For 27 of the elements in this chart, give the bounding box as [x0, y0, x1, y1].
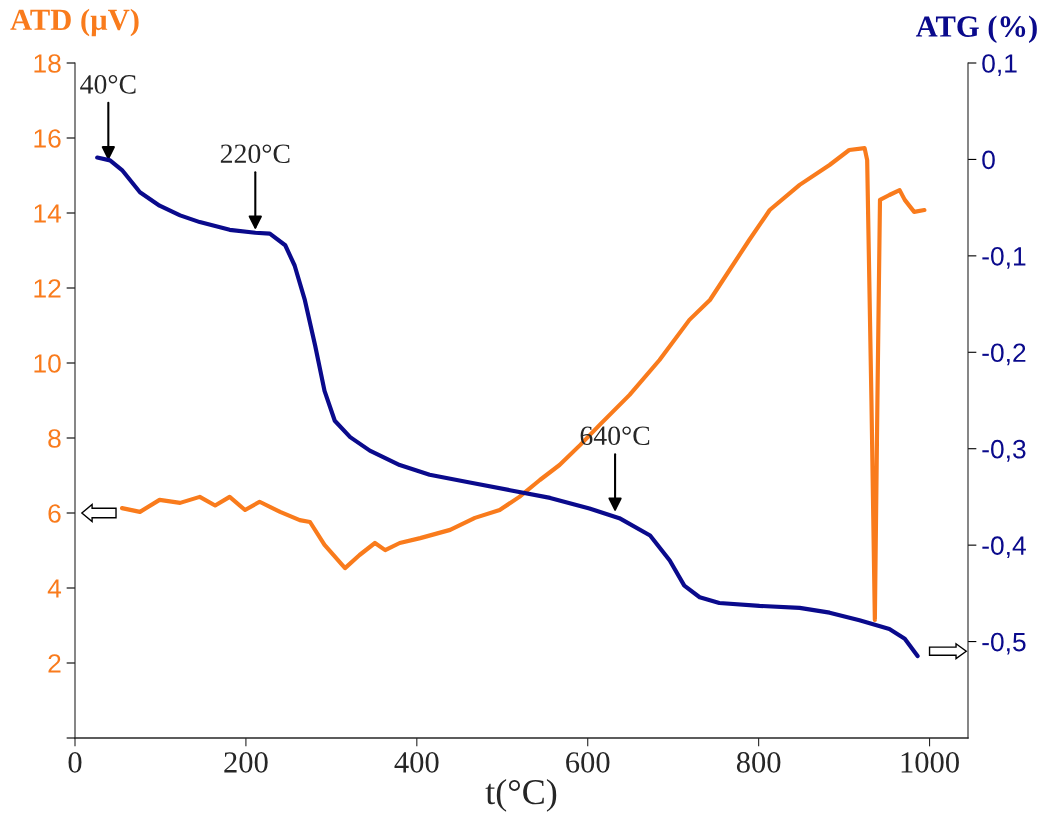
y2-tick-label: -0,2: [982, 343, 1026, 366]
y-tick-label: 14: [34, 204, 62, 223]
y-tick-label: 12: [34, 279, 61, 298]
x-tick-label: 600: [566, 752, 610, 773]
y2-tick-label: -0,4: [982, 536, 1026, 559]
y-tick-label: 10: [34, 354, 61, 373]
y2-tick-label: 0,1: [982, 54, 1017, 76]
y-tick-label: 8: [48, 429, 61, 448]
y-axis-title: ATD (µV): [10, 8, 139, 37]
y-tick-label: 18: [34, 54, 61, 73]
y2-tick-label: 0: [982, 150, 995, 170]
y-tick-label: 6: [48, 504, 61, 523]
y2-tick-label: -0,5: [982, 632, 1026, 655]
x-tick-label: 200: [224, 752, 268, 773]
x-axis-title: t(°C): [485, 778, 557, 812]
annotation: 40°C: [80, 75, 136, 94]
x-tick-label: 0: [68, 752, 82, 773]
y-tick-label: 2: [48, 654, 61, 673]
x-tick-label: 400: [394, 752, 439, 773]
annotation: 220°C: [220, 144, 290, 164]
y2-tick-label: -0,3: [982, 439, 1026, 462]
y2-axis-title: ATG (%): [915, 15, 1037, 44]
x-tick-label: 1000: [901, 752, 959, 773]
y2-tick-label: -0,1: [982, 246, 1026, 269]
y-tick-label: 16: [34, 129, 61, 148]
y-tick-label: 4: [47, 579, 62, 598]
x-tick-label: 800: [736, 752, 781, 773]
